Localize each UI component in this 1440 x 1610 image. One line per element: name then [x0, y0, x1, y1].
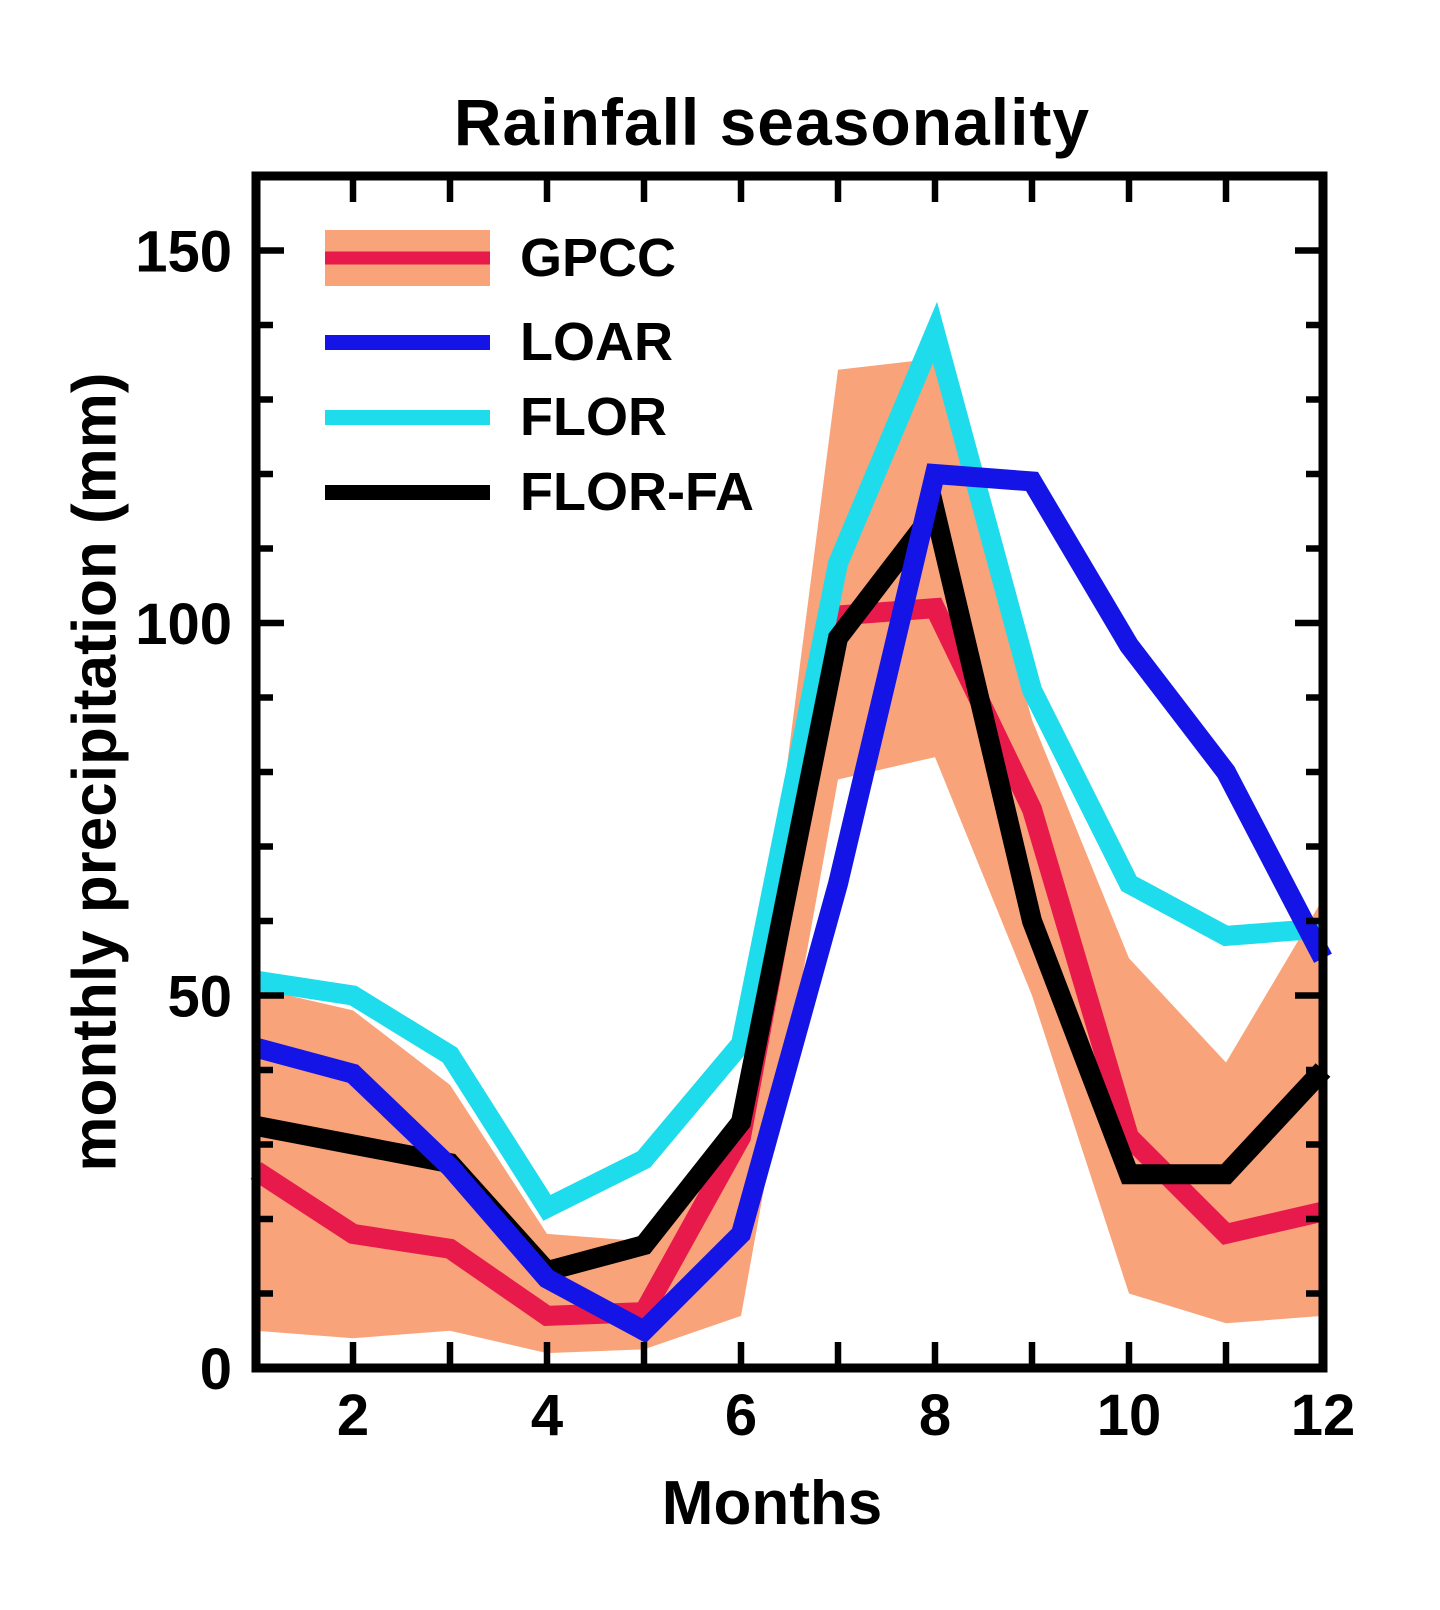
y-tick-label-0: 0 — [200, 1337, 232, 1402]
x-tick-label-12: 12 — [1291, 1383, 1356, 1448]
x-tick-label-4: 4 — [531, 1383, 563, 1448]
chart-title: Rainfall seasonality — [453, 85, 1091, 159]
y-tick-label-50: 50 — [167, 965, 232, 1030]
plot-frame — [251, 171, 1328, 1373]
series-LOAR-line — [253, 463, 1332, 1344]
x-axis-label: Months — [661, 1469, 883, 1538]
x-tick-label-2: 2 — [337, 1383, 369, 1448]
series-FLOR-line — [254, 301, 1324, 1221]
x-tick-label-8: 8 — [919, 1383, 951, 1448]
x-tick-label-6: 6 — [725, 1383, 757, 1448]
y-tick-label-150: 150 — [135, 220, 232, 285]
x-tick-label-10: 10 — [1097, 1383, 1162, 1448]
y-tick-label-100: 100 — [135, 592, 232, 657]
